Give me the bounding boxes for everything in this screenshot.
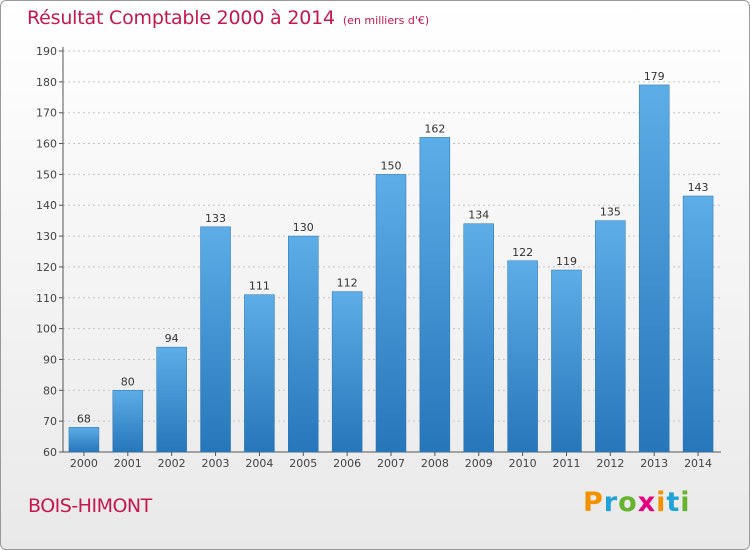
y-tick-label: 130 [36,230,57,243]
value-label: 134 [468,209,489,222]
y-tick-label: 70 [43,415,57,428]
value-label: 179 [644,70,665,83]
bar-2007 [375,174,407,453]
x-tick-label: 2000 [70,457,98,470]
bar-2014 [682,195,714,453]
bar-2011 [551,269,582,453]
x-tick-label: 2006 [333,457,361,470]
x-tick-label: 2008 [421,457,449,470]
x-tick-label: 2012 [596,457,624,470]
x-tick-label: 2001 [114,457,142,470]
x-tick-label: 2004 [245,457,273,470]
axis-layer: 60 70 80 90 100 110 120 130 140 150 160 170 180 190 [36,45,721,459]
y-tick-label: 80 [43,384,57,397]
bar-2004 [244,294,275,453]
bar-2012 [595,220,626,453]
bar-2009 [463,223,494,453]
y-tick-label: 90 [43,353,57,366]
bar-2008 [419,137,451,453]
logo-letter: t [666,487,681,518]
logo-letter: x [637,487,657,518]
x-tick-label: 2003 [202,457,230,470]
chart-title: Résultat Comptable 2000 à 2014 (en millie… [27,7,429,29]
value-label: 112 [337,277,358,290]
value-label: 68 [77,412,91,425]
bar-2000 [68,427,100,453]
y-tick-label: 150 [36,168,57,181]
y-tick-label: 60 [43,446,57,459]
y-tick-label: 100 [36,323,57,336]
x-tick-label: 2005 [289,457,317,470]
value-label: 94 [165,332,179,345]
bar-2005 [288,235,319,453]
chart-title-unit: (en milliers d'€) [342,14,430,27]
y-tick-label: 180 [36,76,57,89]
y-tick-label: 160 [36,138,57,151]
x-tick-label: 2010 [509,457,537,470]
logo-letter: P [583,487,604,518]
y-tick-label: 120 [36,261,57,274]
bar-2010 [507,260,538,453]
value-label: 130 [293,221,314,234]
bar-2006 [331,291,363,453]
y-tick-label: 110 [36,292,57,305]
y-tick-label: 140 [36,199,57,212]
logo-letter: o [618,487,638,518]
logo-letter: r [603,487,619,518]
bar-2003 [200,226,231,453]
value-label: 80 [121,375,135,388]
value-label: 133 [205,212,226,225]
x-tick-label: 2013 [640,457,668,470]
value-label: 111 [249,280,270,293]
value-label: 150 [381,159,402,172]
y-tick-label: 190 [36,45,57,58]
bar-layer [68,84,714,453]
bar-2001 [112,390,144,453]
value-label: 143 [688,181,709,194]
label-layer: 2000 68 2001 80 2002 94 2003 133 2004 111 2005 130 2… [70,70,712,470]
x-tick-label: 2002 [158,457,186,470]
value-label: 122 [512,246,533,259]
bar-2013 [638,84,670,453]
proxiti-logo: Proxiti [583,487,691,518]
place-name: BOIS-HIMONT [28,495,152,517]
x-tick-label: 2014 [684,457,712,470]
chart-title-main: Résultat Comptable 2000 à 2014 [27,7,335,29]
logo-letter: i [656,487,667,518]
logo-letter: i [680,487,691,518]
x-tick-label: 2009 [465,457,493,470]
x-tick-label: 2011 [552,457,580,470]
x-tick-label: 2007 [377,457,405,470]
y-tick-label: 170 [36,107,57,120]
value-label: 119 [556,255,577,268]
value-label: 135 [600,206,621,219]
bar-2002 [156,346,187,453]
value-label: 162 [424,122,445,135]
